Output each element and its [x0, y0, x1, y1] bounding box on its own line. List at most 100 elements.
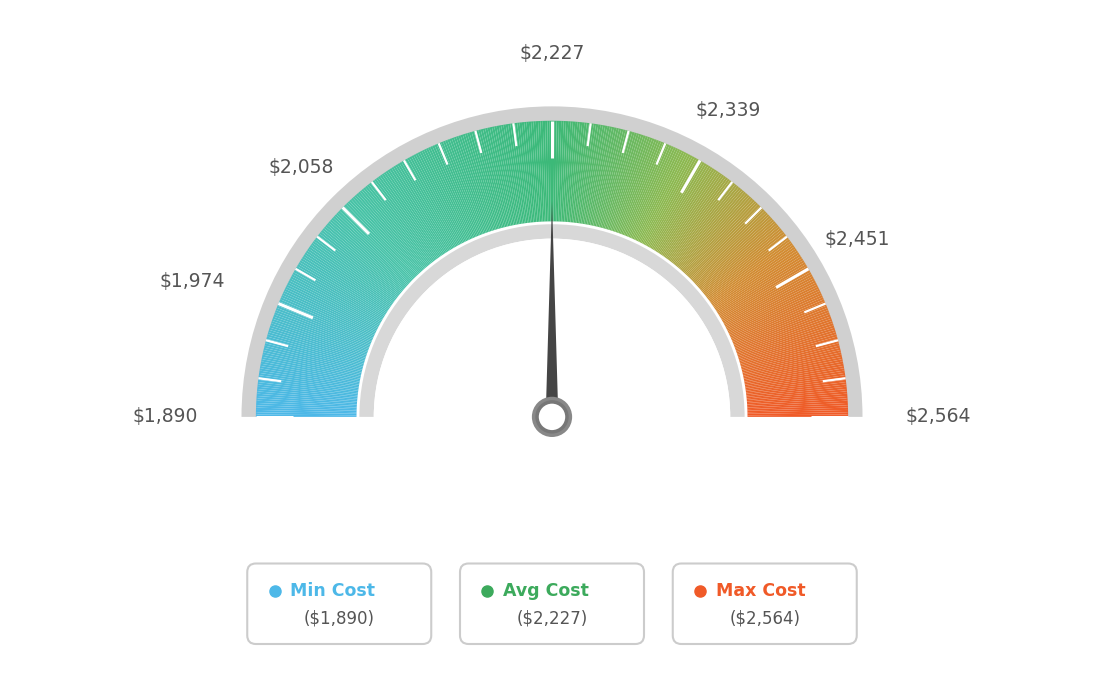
Wedge shape [374, 239, 730, 417]
Wedge shape [352, 196, 422, 273]
Wedge shape [737, 321, 832, 355]
Wedge shape [734, 310, 829, 348]
Wedge shape [407, 157, 458, 246]
Text: ($2,564): ($2,564) [730, 609, 800, 627]
Wedge shape [269, 326, 367, 358]
Wedge shape [434, 144, 476, 237]
Wedge shape [740, 332, 837, 362]
Wedge shape [686, 201, 756, 275]
Wedge shape [608, 133, 639, 230]
Wedge shape [709, 239, 790, 301]
Wedge shape [747, 401, 848, 408]
Wedge shape [698, 219, 774, 288]
Wedge shape [599, 130, 626, 228]
Wedge shape [351, 198, 421, 273]
Wedge shape [306, 250, 391, 308]
Wedge shape [460, 135, 493, 231]
Wedge shape [667, 177, 728, 259]
Wedge shape [274, 315, 369, 351]
Wedge shape [367, 184, 431, 264]
Wedge shape [275, 310, 370, 348]
Wedge shape [308, 246, 392, 306]
Wedge shape [512, 123, 528, 223]
Wedge shape [747, 396, 848, 404]
Wedge shape [357, 193, 424, 270]
Wedge shape [606, 132, 637, 230]
Wedge shape [747, 410, 848, 414]
Wedge shape [715, 255, 800, 310]
Wedge shape [449, 138, 486, 233]
Wedge shape [656, 166, 711, 252]
Wedge shape [372, 180, 435, 262]
Circle shape [537, 402, 567, 432]
Wedge shape [322, 228, 402, 293]
Wedge shape [746, 386, 847, 399]
Wedge shape [443, 141, 481, 235]
Wedge shape [742, 348, 840, 373]
Wedge shape [585, 125, 605, 224]
Wedge shape [662, 172, 721, 256]
Wedge shape [422, 150, 467, 241]
Wedge shape [263, 350, 361, 374]
Wedge shape [510, 124, 526, 224]
Text: Avg Cost: Avg Cost [503, 582, 590, 600]
Wedge shape [256, 410, 357, 414]
Wedge shape [282, 295, 374, 338]
Wedge shape [743, 353, 841, 376]
Wedge shape [668, 179, 730, 261]
Wedge shape [747, 405, 848, 411]
Wedge shape [640, 153, 689, 244]
Wedge shape [659, 169, 716, 255]
Wedge shape [298, 262, 385, 316]
Wedge shape [431, 146, 473, 239]
Wedge shape [719, 262, 806, 316]
Wedge shape [697, 217, 773, 286]
Wedge shape [629, 145, 671, 238]
Wedge shape [440, 141, 480, 236]
Wedge shape [290, 276, 380, 326]
Wedge shape [708, 237, 788, 299]
Wedge shape [729, 290, 821, 335]
Wedge shape [694, 214, 769, 284]
Wedge shape [746, 389, 847, 400]
Wedge shape [272, 319, 368, 353]
Wedge shape [267, 332, 364, 362]
FancyBboxPatch shape [247, 564, 432, 644]
Wedge shape [737, 326, 835, 358]
Wedge shape [639, 152, 687, 243]
Wedge shape [495, 126, 516, 225]
Wedge shape [690, 208, 763, 279]
Wedge shape [746, 384, 847, 397]
Wedge shape [635, 149, 680, 241]
Wedge shape [259, 368, 359, 386]
Polygon shape [545, 201, 559, 417]
Wedge shape [660, 170, 719, 255]
Wedge shape [746, 380, 846, 394]
Wedge shape [318, 233, 399, 297]
Wedge shape [262, 355, 361, 377]
Wedge shape [725, 278, 815, 327]
Wedge shape [559, 121, 564, 221]
Wedge shape [707, 235, 787, 298]
Wedge shape [267, 334, 364, 364]
Wedge shape [277, 306, 371, 345]
Wedge shape [339, 209, 413, 281]
Wedge shape [618, 138, 655, 233]
Text: $2,564: $2,564 [905, 407, 972, 426]
Wedge shape [395, 164, 449, 251]
Wedge shape [344, 204, 416, 277]
Wedge shape [744, 366, 845, 385]
Wedge shape [266, 337, 364, 365]
Wedge shape [728, 286, 819, 333]
Wedge shape [742, 343, 839, 370]
Text: $2,058: $2,058 [268, 158, 335, 177]
Wedge shape [293, 272, 381, 323]
Wedge shape [265, 343, 362, 370]
Wedge shape [383, 172, 442, 256]
Wedge shape [735, 315, 830, 351]
Wedge shape [316, 237, 396, 299]
Circle shape [532, 397, 572, 437]
Wedge shape [595, 128, 619, 226]
Wedge shape [265, 341, 363, 368]
Wedge shape [392, 167, 447, 253]
